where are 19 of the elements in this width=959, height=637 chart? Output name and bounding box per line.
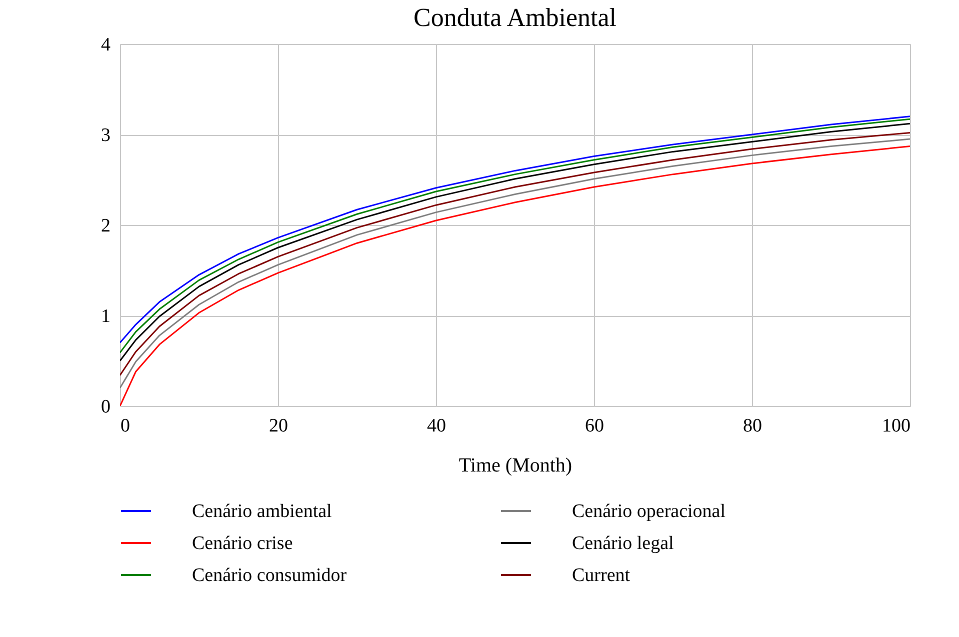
y-tick-label: 3	[101, 125, 110, 146]
legend-label: Cenário ambiental	[192, 501, 332, 522]
legend-label: Current	[572, 565, 631, 586]
y-tick-label: 2	[101, 216, 110, 236]
x-tick-label: 40	[427, 416, 446, 436]
x-tick-label: 80	[743, 416, 762, 436]
y-tick-label: 0	[101, 396, 110, 418]
legend-label: Cenário legal	[572, 533, 674, 554]
legend-label: Cenário operacional	[572, 501, 726, 522]
legend-label: Cenário consumidor	[192, 565, 348, 586]
y-tick-label: 4	[101, 34, 111, 56]
chart-title: Conduta Ambiental	[414, 3, 616, 32]
y-tick-label: 1	[101, 306, 110, 327]
x-tick-label: 60	[585, 416, 604, 436]
x-tick-label: 100	[882, 416, 910, 436]
x-tick-label: 0	[120, 416, 130, 436]
x-axis-title: Time (Month)	[458, 454, 572, 476]
x-tick-label: 20	[269, 416, 288, 436]
legend-label: Cenário crise	[192, 533, 293, 554]
